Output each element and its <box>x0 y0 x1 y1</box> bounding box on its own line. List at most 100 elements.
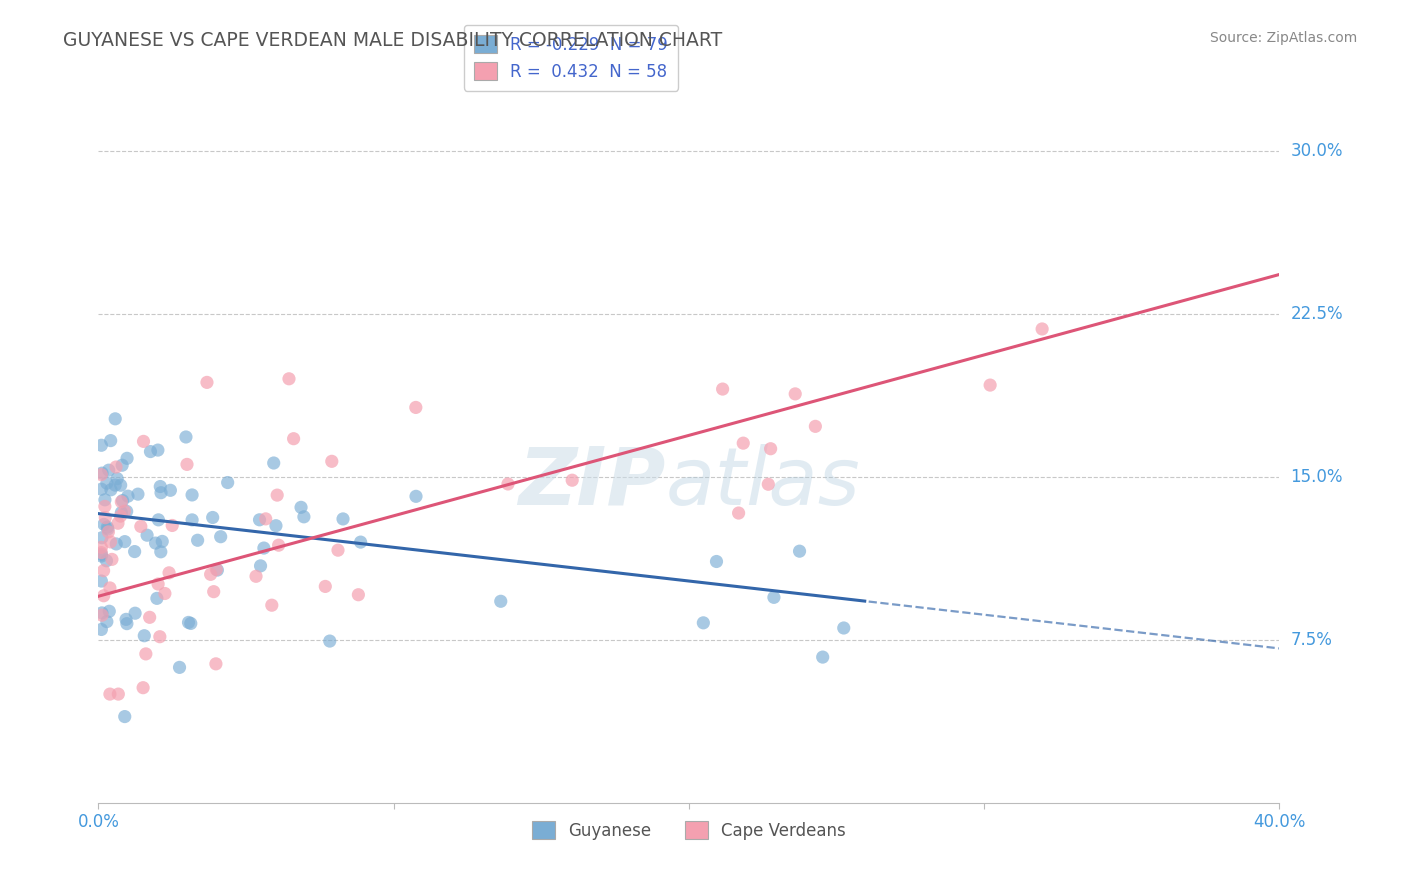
Point <box>489 594 512 608</box>
Point <box>245 569 267 583</box>
Point <box>706 554 728 568</box>
Point <box>94 510 117 524</box>
Point <box>789 544 811 558</box>
Point <box>150 485 173 500</box>
Point <box>180 616 202 631</box>
Point <box>115 616 138 631</box>
Point <box>264 518 287 533</box>
Point <box>326 543 349 558</box>
Point <box>115 504 138 518</box>
Point <box>254 512 277 526</box>
Point <box>132 681 155 695</box>
Point <box>148 513 170 527</box>
Point <box>105 460 128 475</box>
Point <box>733 436 755 450</box>
Point <box>107 516 129 531</box>
Point <box>149 630 172 644</box>
Point <box>111 458 134 473</box>
Point <box>110 478 132 492</box>
Point <box>96 615 118 629</box>
Point <box>321 454 343 468</box>
Point <box>145 536 167 550</box>
Point <box>187 533 209 548</box>
Point <box>267 538 290 552</box>
Point <box>159 483 181 498</box>
Point <box>153 586 176 600</box>
Point <box>135 647 157 661</box>
Point <box>97 522 120 536</box>
Point <box>756 477 779 491</box>
Point <box>117 489 139 503</box>
Point <box>201 510 224 524</box>
Point <box>711 382 734 396</box>
Point <box>160 518 183 533</box>
Point <box>115 612 138 626</box>
Point <box>349 535 371 549</box>
Point <box>93 564 115 578</box>
Point <box>253 541 276 555</box>
Point <box>200 567 222 582</box>
Text: atlas: atlas <box>665 443 860 522</box>
Point <box>217 475 239 490</box>
Point <box>278 372 301 386</box>
Point <box>90 467 112 482</box>
Point <box>202 584 225 599</box>
Point <box>100 483 122 497</box>
Point <box>146 577 169 591</box>
Point <box>181 513 204 527</box>
Point <box>97 463 120 477</box>
Legend: Guyanese, Cape Verdeans: Guyanese, Cape Verdeans <box>524 814 853 847</box>
Point <box>96 520 118 534</box>
Text: Source: ZipAtlas.com: Source: ZipAtlas.com <box>1209 31 1357 45</box>
Point <box>207 563 229 577</box>
Point <box>107 687 129 701</box>
Point <box>292 509 315 524</box>
Point <box>100 434 122 448</box>
Point <box>150 534 173 549</box>
Point <box>263 456 285 470</box>
Point <box>347 588 370 602</box>
Point <box>283 432 305 446</box>
Point <box>90 606 112 620</box>
Point <box>979 378 1001 392</box>
Point <box>93 589 115 603</box>
Point <box>249 513 271 527</box>
Point <box>138 610 160 624</box>
Point <box>249 558 271 573</box>
Point <box>405 489 427 503</box>
Point <box>832 621 855 635</box>
Point <box>692 615 714 630</box>
Point <box>266 488 288 502</box>
Point <box>146 591 169 606</box>
Point <box>90 545 112 559</box>
Point <box>727 506 749 520</box>
Point <box>205 657 228 671</box>
Point <box>110 509 132 524</box>
Point <box>134 629 156 643</box>
Point <box>101 552 124 566</box>
Point <box>177 615 200 630</box>
Point <box>124 544 146 558</box>
Point <box>561 473 583 487</box>
Point <box>149 479 172 493</box>
Text: 15.0%: 15.0% <box>1291 467 1343 485</box>
Text: 22.5%: 22.5% <box>1291 304 1343 323</box>
Point <box>90 549 112 563</box>
Point <box>1031 322 1053 336</box>
Point <box>110 506 132 520</box>
Point <box>98 604 121 618</box>
Point <box>260 598 283 612</box>
Point <box>804 419 827 434</box>
Point <box>94 500 117 514</box>
Point <box>127 487 149 501</box>
Point <box>139 444 162 458</box>
Point <box>169 660 191 674</box>
Point <box>496 477 519 491</box>
Point <box>785 387 807 401</box>
Point <box>111 493 134 508</box>
Text: GUYANESE VS CAPE VERDEAN MALE DISABILITY CORRELATION CHART: GUYANESE VS CAPE VERDEAN MALE DISABILITY… <box>63 31 723 50</box>
Point <box>114 534 136 549</box>
Point <box>176 458 198 472</box>
Point <box>405 401 427 415</box>
Point <box>124 606 146 620</box>
